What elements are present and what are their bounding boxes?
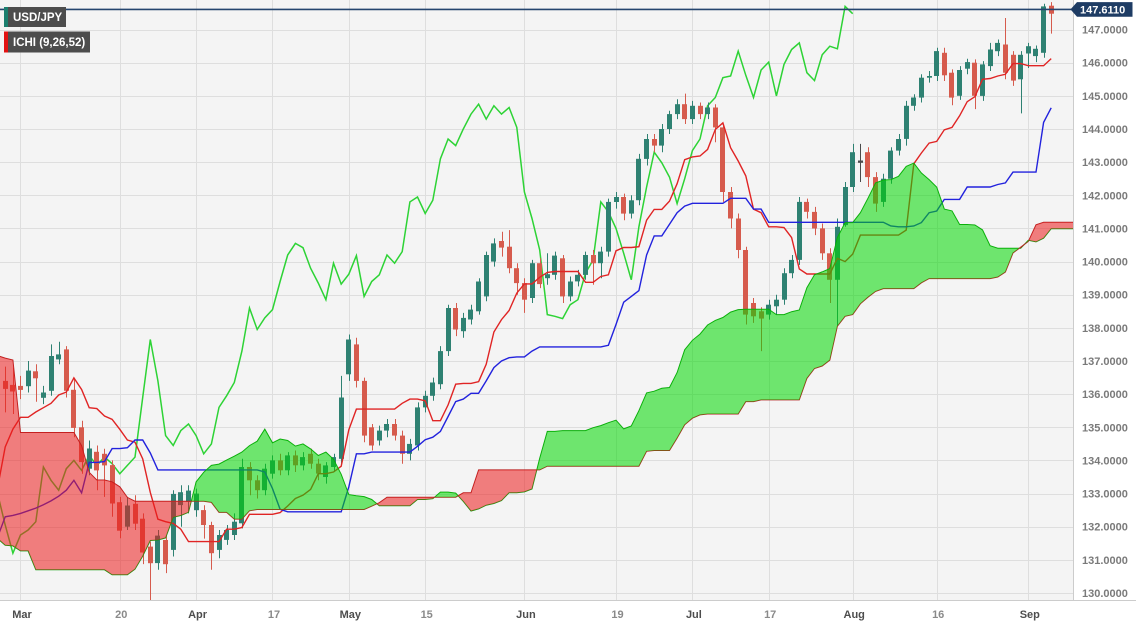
svg-text:May: May bbox=[340, 609, 362, 621]
svg-text:16: 16 bbox=[932, 609, 944, 621]
svg-text:137.0000: 137.0000 bbox=[1082, 356, 1128, 368]
svg-text:138.0000: 138.0000 bbox=[1082, 323, 1128, 335]
svg-text:135.0000: 135.0000 bbox=[1082, 422, 1128, 434]
svg-text:Aug: Aug bbox=[844, 609, 865, 621]
svg-text:USD/JPY: USD/JPY bbox=[13, 12, 63, 24]
svg-text:130.0000: 130.0000 bbox=[1082, 588, 1128, 600]
svg-text:17: 17 bbox=[268, 609, 280, 621]
svg-text:147.6110: 147.6110 bbox=[1080, 5, 1125, 17]
svg-text:136.0000: 136.0000 bbox=[1082, 389, 1128, 401]
svg-text:140.0000: 140.0000 bbox=[1082, 257, 1128, 269]
svg-text:142.0000: 142.0000 bbox=[1082, 190, 1128, 202]
svg-text:Sep: Sep bbox=[1020, 609, 1040, 621]
svg-text:ICHI (9,26,52): ICHI (9,26,52) bbox=[13, 37, 85, 49]
svg-text:141.0000: 141.0000 bbox=[1082, 223, 1128, 235]
svg-text:Jun: Jun bbox=[516, 609, 536, 621]
svg-text:134.0000: 134.0000 bbox=[1082, 455, 1128, 467]
svg-text:133.0000: 133.0000 bbox=[1082, 489, 1128, 501]
svg-text:Jul: Jul bbox=[686, 609, 702, 621]
svg-text:Apr: Apr bbox=[188, 609, 208, 621]
svg-text:145.0000: 145.0000 bbox=[1082, 91, 1128, 103]
svg-text:144.0000: 144.0000 bbox=[1082, 124, 1128, 136]
svg-text:19: 19 bbox=[611, 609, 623, 621]
svg-text:131.0000: 131.0000 bbox=[1082, 555, 1128, 567]
svg-text:132.0000: 132.0000 bbox=[1082, 522, 1128, 534]
svg-text:Mar: Mar bbox=[12, 609, 32, 621]
svg-text:15: 15 bbox=[421, 609, 433, 621]
svg-text:147.0000: 147.0000 bbox=[1082, 25, 1128, 37]
svg-text:139.0000: 139.0000 bbox=[1082, 290, 1128, 302]
svg-text:146.0000: 146.0000 bbox=[1082, 58, 1128, 70]
svg-text:20: 20 bbox=[115, 609, 127, 621]
svg-text:17: 17 bbox=[764, 609, 776, 621]
svg-text:143.0000: 143.0000 bbox=[1082, 157, 1128, 169]
